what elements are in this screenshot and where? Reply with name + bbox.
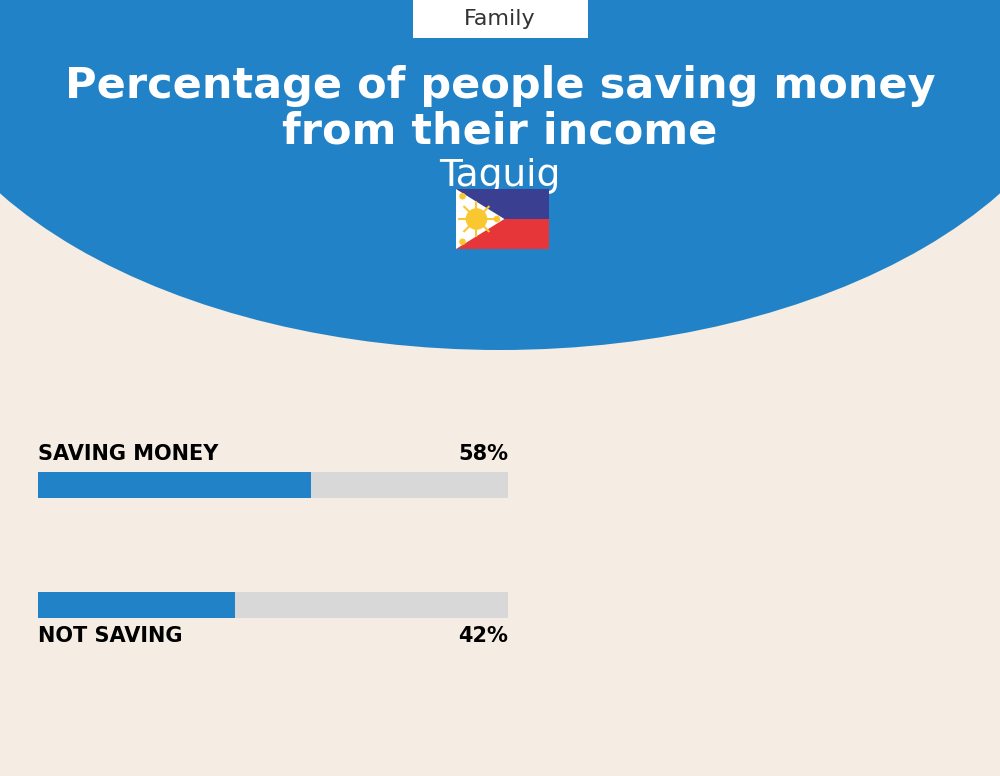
Circle shape bbox=[459, 238, 466, 245]
Bar bbox=[456, 219, 549, 249]
Text: 58%: 58% bbox=[458, 444, 508, 464]
Text: NOT SAVING: NOT SAVING bbox=[38, 626, 182, 646]
Text: SAVING MONEY: SAVING MONEY bbox=[38, 444, 218, 464]
FancyBboxPatch shape bbox=[413, 0, 588, 38]
Bar bbox=[38, 472, 311, 498]
Bar bbox=[38, 592, 235, 618]
Ellipse shape bbox=[0, 0, 1000, 350]
Bar bbox=[38, 472, 508, 498]
Bar bbox=[456, 189, 549, 249]
Circle shape bbox=[459, 193, 466, 199]
Text: Family: Family bbox=[464, 9, 536, 29]
Circle shape bbox=[494, 216, 500, 222]
Text: Percentage of people saving money: Percentage of people saving money bbox=[65, 65, 935, 107]
Bar bbox=[456, 189, 549, 219]
Text: 42%: 42% bbox=[458, 626, 508, 646]
Polygon shape bbox=[456, 189, 504, 249]
Circle shape bbox=[466, 208, 487, 230]
Text: from their income: from their income bbox=[282, 110, 718, 152]
Bar bbox=[38, 592, 508, 618]
Text: Taguig: Taguig bbox=[439, 158, 561, 194]
